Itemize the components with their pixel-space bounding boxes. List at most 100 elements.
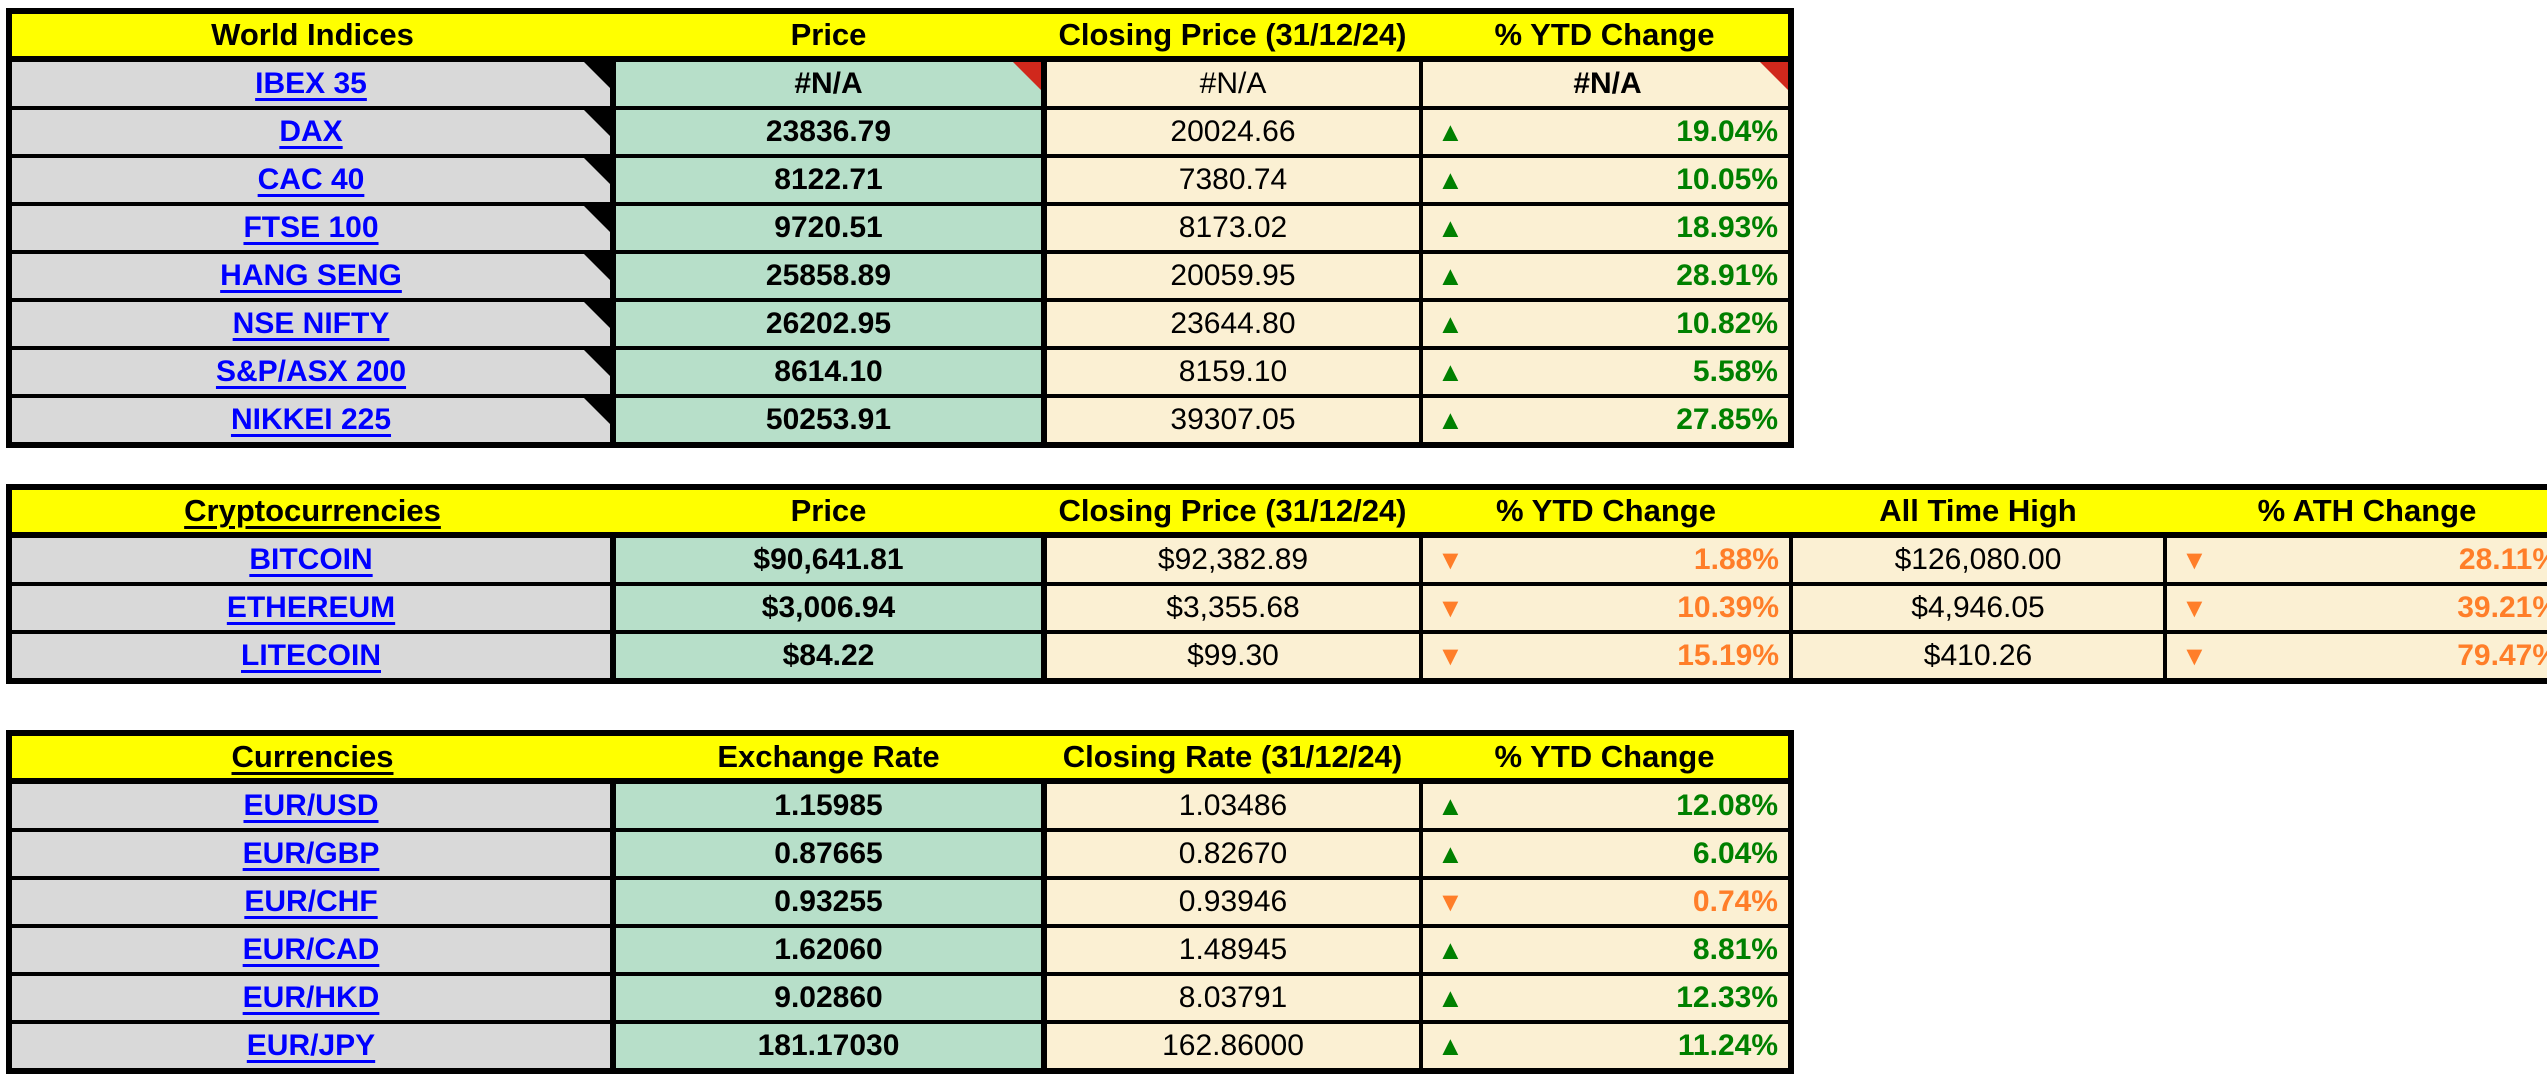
exchange-rate-value: 181.17030 — [757, 1029, 900, 1062]
currency-link[interactable]: EUR/CHF — [244, 885, 378, 918]
error-corner-icon — [1013, 63, 1038, 90]
price-value: 50253.91 — [765, 403, 892, 436]
column-header-closing-price: Closing Price (31/12/24) — [1044, 9, 1421, 62]
price-cell: 50253.91 — [611, 394, 1047, 447]
index-link[interactable]: CAC 40 — [257, 163, 365, 196]
price-value: 8122.71 — [774, 163, 883, 196]
all-time-high-value: $126,080.00 — [1894, 543, 2062, 576]
ytd-change-value: 15.19% — [1677, 639, 1779, 672]
table-row-ethereum: ETHEREUM $3,006.94 $3,355.68 ▼ 10.39% $4,… — [7, 582, 2547, 634]
column-header-exchange-rate: Exchange Rate — [613, 731, 1044, 784]
column-header-currencies: Currencies — [9, 731, 613, 784]
closing-rate-cell: 0.82670 — [1042, 828, 1423, 880]
crypto-name-cell: ETHEREUM — [7, 582, 616, 634]
index-link[interactable]: HANG SENG — [220, 259, 402, 292]
error-corner-icon — [1760, 63, 1787, 90]
index-name-cell: DAX — [7, 106, 616, 158]
crypto-name-cell: BITCOIN — [7, 533, 616, 586]
exchange-rate-cell: 1.62060 — [611, 924, 1047, 976]
corner-marker-icon — [584, 112, 607, 136]
crypto-link[interactable]: BITCOIN — [249, 543, 373, 576]
header-label: World Indices — [211, 17, 414, 52]
header-label: % YTD Change — [1494, 17, 1715, 52]
index-link[interactable]: NIKKEI 225 — [230, 403, 392, 436]
table-row-bitcoin: BITCOIN $90,641.81 $92,382.89 ▼ 1.88% $12… — [7, 533, 2547, 586]
ytd-change-cell: ▲ 19.04% — [1419, 106, 1793, 158]
closing-price-value: 7380.74 — [1178, 163, 1288, 196]
index-name-cell: S&P/ASX 200 — [7, 346, 616, 398]
all-time-high-value: $4,946.05 — [1911, 591, 2045, 624]
exchange-rate-value: 0.93255 — [774, 885, 883, 918]
ytd-change-cell: ▲ 5.58% — [1419, 346, 1793, 398]
currency-pair-cell: EUR/CAD — [7, 924, 616, 976]
ytd-change-value: 18.93% — [1676, 211, 1778, 244]
index-link[interactable]: NSE NIFTY — [232, 307, 390, 340]
table-row-litecoin: LITECOIN $84.22 $99.30 ▼ 15.19% $410.26 ▼… — [7, 630, 2547, 683]
ytd-change-value: 11.24% — [1677, 1029, 1778, 1062]
index-link[interactable]: S&P/ASX 200 — [215, 355, 407, 388]
crypto-link[interactable]: LITECOIN — [241, 639, 381, 672]
index-name-cell: NIKKEI 225 — [7, 394, 616, 447]
closing-rate-value: 0.93946 — [1178, 885, 1288, 918]
ytd-change-cell: ▼ 10.39% — [1419, 582, 1793, 634]
table-row-cac40: CAC 40 8122.71 7380.74 ▲ 10.05% — [7, 154, 1793, 206]
currency-link[interactable]: EUR/CAD — [242, 933, 380, 966]
ytd-change-cell: ▲ 6.04% — [1419, 828, 1793, 880]
all-time-high-cell: $126,080.00 — [1789, 533, 2167, 586]
ytd-change-cell: #N/A — [1419, 57, 1793, 110]
corner-marker-icon — [584, 352, 607, 376]
table-row-eurcad: EUR/CAD 1.62060 1.48945 ▲ 8.81% — [7, 924, 1793, 976]
crypto-link[interactable]: ETHEREUM — [226, 591, 396, 624]
column-header-price: Price — [613, 485, 1044, 538]
exchange-rate-cell: 0.93255 — [611, 876, 1047, 928]
ytd-change-value: 10.82% — [1676, 307, 1778, 340]
corner-marker-icon — [584, 304, 607, 328]
ytd-change-value: 19.04% — [1676, 115, 1778, 148]
trend-arrow-icon: ▲ — [1437, 116, 1464, 147]
ytd-change-cell: ▲ 28.91% — [1419, 250, 1793, 302]
header-row: Currencies Exchange Rate Closing Rate (3… — [9, 731, 1791, 784]
all-time-high-cell: $4,946.05 — [1789, 582, 2167, 634]
closing-price-value: 20059.95 — [1170, 259, 1296, 292]
closing-price-value: 39307.05 — [1170, 403, 1296, 436]
index-link[interactable]: DAX — [279, 115, 343, 148]
index-link[interactable]: IBEX 35 — [255, 67, 367, 100]
price-cell: $3,006.94 — [611, 582, 1047, 634]
index-name-cell: FTSE 100 — [7, 202, 616, 254]
closing-price-value: 23644.80 — [1170, 307, 1296, 340]
currency-link[interactable]: EUR/GBP — [242, 837, 380, 870]
header-label: All Time High — [1879, 493, 2077, 528]
column-header-ytd-change: % YTD Change — [1421, 485, 1791, 538]
ytd-change-cell: ▲ 27.85% — [1419, 394, 1793, 447]
closing-price-value: 20024.66 — [1170, 115, 1296, 148]
world-indices-section: World Indices Price Closing Price (31/12… — [6, 8, 1794, 448]
closing-price-cell: 20059.95 — [1042, 250, 1423, 302]
world-indices-table: World Indices Price Closing Price (31/12… — [6, 8, 1794, 448]
ytd-change-value: 6.04% — [1692, 837, 1778, 870]
currency-pair-cell: EUR/USD — [7, 779, 616, 832]
currency-link[interactable]: EUR/JPY — [246, 1029, 376, 1062]
price-value: 8614.10 — [774, 355, 883, 388]
price-cell: 8122.71 — [611, 154, 1047, 206]
ytd-change-value: 12.08% — [1676, 789, 1778, 822]
closing-price-cell: $99.30 — [1042, 630, 1423, 683]
ytd-change-cell: ▲ 11.24% — [1419, 1020, 1793, 1073]
header-label: Price — [790, 493, 867, 528]
index-link[interactable]: FTSE 100 — [243, 211, 379, 244]
corner-marker-icon — [584, 160, 607, 184]
column-header-ytd-change: % YTD Change — [1421, 731, 1791, 784]
exchange-rate-value: 1.15985 — [774, 789, 883, 822]
currency-link[interactable]: EUR/HKD — [242, 981, 380, 1014]
price-value: $84.22 — [782, 639, 875, 672]
currencies-section: Currencies Exchange Rate Closing Rate (3… — [6, 730, 1794, 1074]
header-label: % YTD Change — [1496, 493, 1716, 528]
header-row: Cryptocurrencies Price Closing Price (31… — [9, 485, 2547, 538]
header-label: Currencies — [231, 739, 394, 774]
closing-price-value: $99.30 — [1187, 639, 1279, 672]
currency-pair-cell: EUR/GBP — [7, 828, 616, 880]
column-header-ytd-change: % YTD Change — [1421, 9, 1791, 62]
price-value: #N/A — [794, 67, 863, 100]
currency-link[interactable]: EUR/USD — [243, 789, 379, 822]
corner-marker-icon — [584, 256, 607, 280]
exchange-rate-cell: 0.87665 — [611, 828, 1047, 880]
